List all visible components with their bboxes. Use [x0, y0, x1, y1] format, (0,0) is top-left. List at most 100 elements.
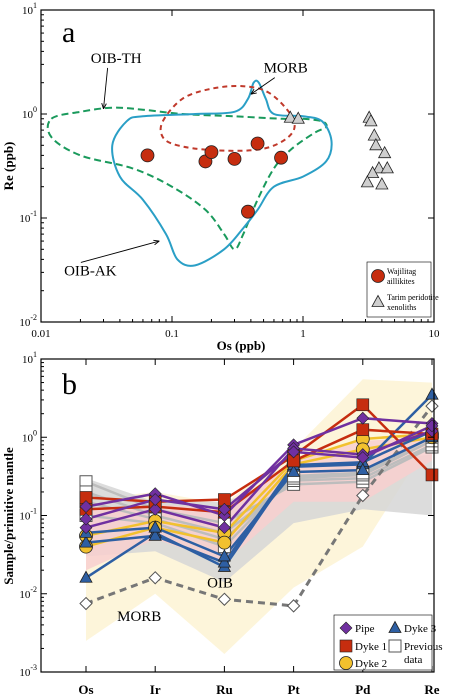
series-line-dyke-3: [85, 436, 433, 558]
point-morb: [425, 399, 439, 413]
a-points: [140, 110, 394, 219]
legend-label: Pipe: [355, 623, 375, 635]
point-pipe: [217, 502, 231, 516]
a-annotations: OIB-TH MORB OIB-AK: [64, 51, 308, 280]
point-pipe: [79, 512, 93, 526]
b-labels: OIB MORB: [117, 576, 233, 625]
xenolith-point: [375, 177, 389, 190]
legend-label: data: [404, 654, 422, 666]
aillikite-point: [227, 152, 242, 166]
xenolith-point: [291, 111, 305, 124]
b-y-axis-label: Sample/primitive mantle: [1, 447, 16, 585]
point-dyke-3: [148, 520, 162, 533]
point-dyke-1: [425, 468, 439, 482]
a-ticks: 0.01 0.1 1 10 10-2 10-1 100 101: [19, 1, 440, 340]
series-line-pipe: [85, 429, 433, 530]
xenolith-point: [365, 165, 380, 179]
xenolith-point: [283, 110, 297, 123]
point-dyke-1: [356, 398, 370, 412]
a-plot-frame: [40, 9, 435, 323]
aillikite-point: [250, 136, 265, 151]
point-dyke-3: [148, 528, 162, 541]
series-line-dyke-2: [85, 436, 433, 548]
legend-label: Wajilitag: [387, 267, 416, 276]
field-label: OIB: [207, 576, 233, 592]
xenolith-point: [364, 114, 378, 127]
x-tick-label: 0.01: [31, 328, 50, 340]
y-tick-label: 101: [22, 350, 37, 366]
a-panel-label: a: [62, 16, 75, 49]
annotation-label: MORB: [264, 61, 308, 77]
annotation-arrowhead: [250, 88, 257, 95]
xenolith-point: [377, 145, 392, 159]
annotation-arrow: [80, 240, 160, 263]
xenolith-point: [360, 175, 375, 188]
point-morb: [79, 596, 93, 611]
annotation-label: OIB-TH: [91, 51, 142, 67]
y-tick-label: 10-3: [19, 663, 37, 679]
point-pipe: [356, 411, 370, 425]
a-fields: [46, 79, 333, 267]
aillikite-point: [274, 150, 288, 165]
series-line-pipe: [85, 424, 433, 521]
b-panel-label: b: [62, 368, 77, 401]
xenolith-point: [380, 161, 394, 174]
b-ticks: Os Ir Ru Pt Pd Re 10-3 10-2 10-1 100 101: [19, 350, 439, 697]
annotation-label: OIB-AK: [64, 263, 117, 279]
point-pipe: [148, 493, 162, 506]
series-line-morb: [85, 405, 434, 608]
legend-label: Tarim peridotite: [387, 293, 439, 302]
category-label: Ru: [216, 682, 233, 697]
panel-a: OIB-TH MORB OIB-AK 0.01 0.1 1 10 10-2 10-1 100 10…: [1, 1, 440, 353]
x-tick-label: 0.1: [165, 328, 179, 340]
legend-marker: [388, 639, 402, 653]
point-dyke-3: [79, 535, 93, 548]
y-tick-label: 100: [22, 428, 37, 444]
annotation-arrow: [250, 77, 276, 95]
field-label: MORB: [117, 609, 161, 625]
point-pipe: [287, 445, 301, 459]
aillikite-point: [241, 204, 255, 219]
legend-label: Dyke 2: [355, 658, 387, 670]
category-label: Pt: [287, 682, 300, 697]
point-pipe: [425, 419, 439, 433]
legend-marker: [388, 620, 402, 633]
y-tick-label: 10-2: [19, 585, 37, 601]
point-dyke-1: [356, 423, 370, 436]
xenolith-point: [372, 161, 386, 174]
point-dyke-3: [356, 462, 370, 476]
legend-label: Dyke 1: [355, 641, 387, 653]
annotation-arrowhead: [153, 239, 160, 246]
annotation-arrowhead: [101, 103, 107, 110]
y-tick-label: 10-1: [19, 507, 37, 523]
category-label: Pd: [355, 682, 371, 697]
point-pipe: [217, 521, 231, 535]
field-oib-ak: [111, 79, 333, 267]
a-y-axis-label: Re (ppb): [1, 142, 16, 191]
xenolith-point: [367, 128, 381, 141]
legend-marker: [339, 621, 353, 635]
legend-marker: [371, 269, 385, 283]
category-label: Os: [78, 682, 93, 697]
y-tick-label: 10-1: [19, 209, 37, 225]
point-pipe: [79, 500, 93, 514]
point-pipe: [148, 502, 162, 516]
series-line-dyke-2: [85, 432, 433, 538]
x-tick-label: 1: [300, 328, 306, 340]
a-x-axis-label: Os (ppb): [217, 338, 266, 353]
series-line-previous-data: [85, 436, 433, 549]
legend-marker: [339, 656, 353, 670]
point-morb: [286, 599, 301, 613]
point-dyke-3: [79, 570, 93, 583]
xenolith-point: [369, 137, 383, 151]
annotation-arrow: [103, 67, 109, 109]
x-tick-label: 10: [429, 328, 441, 340]
point-dyke-2: [217, 535, 232, 550]
field-oib-th: [46, 106, 328, 251]
y-tick-label: 100: [22, 105, 37, 121]
legend-label: Previous: [404, 641, 443, 653]
aillikite-point: [140, 148, 155, 163]
